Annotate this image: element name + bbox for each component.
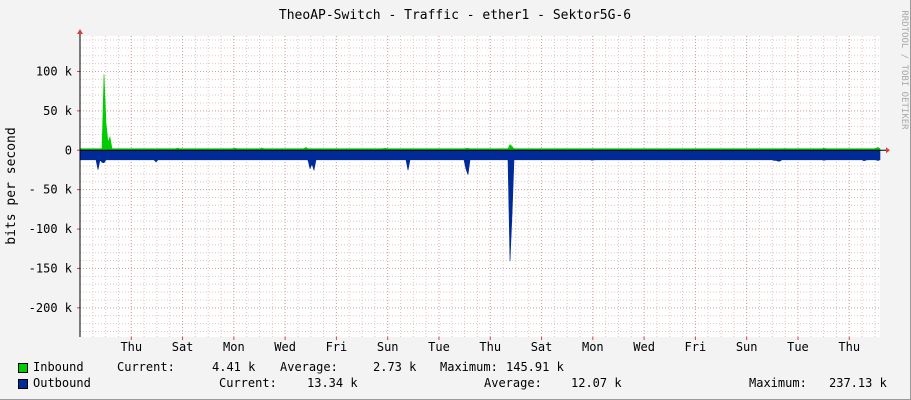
x-axis-arrow: [886, 147, 890, 154]
x-tick-label: Sun: [377, 340, 399, 354]
legend-inbound-maximum: 145.91 k: [506, 360, 564, 374]
y-tick-label: 50 k: [43, 104, 73, 118]
chart-title: TheoAP-Switch - Traffic - ether1 - Sekto…: [279, 8, 631, 23]
legend-outbound-current: 13.34 k: [307, 376, 358, 390]
legend-outbound-maximum: 237.13 k: [829, 376, 887, 390]
x-tick-label: Tue: [787, 340, 809, 354]
y-axis-label: bits per second: [4, 127, 19, 244]
x-tick-label: Wed: [633, 340, 655, 354]
legend-inbound-current: 4.41 k: [212, 360, 256, 374]
x-tick-label: Sun: [736, 340, 758, 354]
legend-inbound-average: 2.73 k: [373, 360, 417, 374]
x-tick-label: Thu: [479, 340, 501, 354]
x-tick-label: Mon: [582, 340, 604, 354]
x-tick-label: Sat: [531, 340, 553, 354]
legend-outbound-current-label: Current:: [219, 376, 277, 390]
legend-inbound-average-label: Average:: [280, 360, 338, 374]
series-outbound-area: [79, 150, 881, 262]
legend-outbound-maximum-label: Maximum:: [749, 376, 807, 390]
x-tick-label: Thu: [120, 340, 142, 354]
x-tick-label: Fri: [685, 340, 707, 354]
series-layer: [79, 74, 881, 262]
y-tick-label: -100 k: [29, 222, 73, 236]
legend-inbound-maximum-label: Maximum:: [440, 360, 498, 374]
y-tick-label: - 50 k: [29, 183, 73, 197]
y-tick-label: 0: [65, 143, 72, 157]
y-tick-label: -200 k: [29, 301, 73, 315]
x-tick-label: Tue: [428, 340, 450, 354]
y-axis-arrow: [77, 29, 83, 34]
axes: Thu Sat Mon Wed Fri Sun Tue Thu Sat Mon Wed Fri Sun T…: [29, 29, 890, 354]
rrdtool-watermark: RRDTOOL / TOBI OETIKER: [899, 10, 909, 130]
legend-inbound-current-label: Current:: [117, 360, 175, 374]
legend-outbound-name: Outbound: [33, 376, 91, 390]
outbound-swatch: [18, 379, 28, 389]
legend-outbound-average: 12.07 k: [571, 376, 622, 390]
x-tick-label: Sat: [172, 340, 194, 354]
y-tick-label: 100 k: [36, 64, 73, 78]
inbound-swatch: [18, 363, 28, 373]
legend-inbound-name: Inbound: [33, 360, 84, 374]
x-tick-label: Fri: [326, 340, 348, 354]
legend-outbound-average-label: Average:: [484, 376, 542, 390]
series-inbound-area: [79, 74, 881, 151]
x-tick-label: Mon: [223, 340, 245, 354]
x-tick-label: Wed: [274, 340, 296, 354]
x-tick-label: Thu: [838, 340, 860, 354]
traffic-chart: TheoAP-Switch - Traffic - ether1 - Sekto…: [4, 8, 909, 354]
y-tick-label: -150 k: [29, 261, 73, 275]
